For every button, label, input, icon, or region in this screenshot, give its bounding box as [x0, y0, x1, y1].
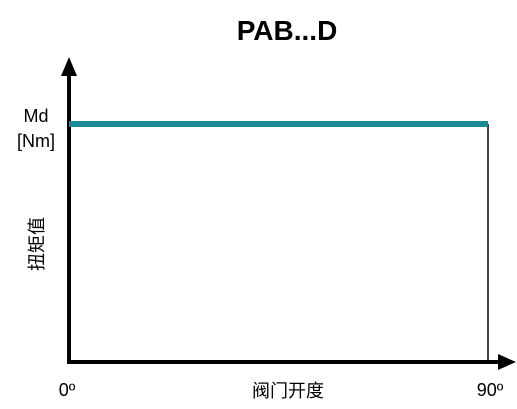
- x-tick-label-0: 0º: [59, 380, 76, 400]
- y-unit-label-top: Md: [23, 106, 48, 126]
- y-unit-label-bottom: [Nm]: [17, 131, 55, 151]
- chart-title: PAB...D: [237, 15, 338, 46]
- y-axis-label: 扭矩值: [27, 217, 48, 271]
- x-axis-label: 阀门开度: [252, 381, 324, 402]
- x-tick-label-90: 90º: [477, 380, 504, 400]
- x-axis-arrowhead: [498, 354, 516, 370]
- y-axis-arrowhead: [61, 57, 77, 76]
